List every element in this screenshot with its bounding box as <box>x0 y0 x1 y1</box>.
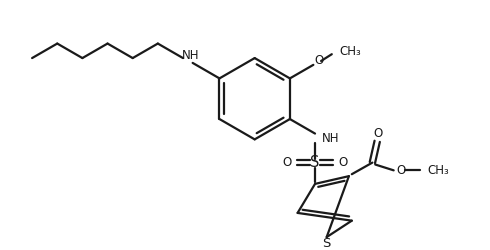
Text: NH: NH <box>322 132 339 145</box>
Text: O: O <box>397 164 406 177</box>
Text: O: O <box>373 127 383 140</box>
Text: CH₃: CH₃ <box>340 45 361 58</box>
Text: O: O <box>315 54 324 66</box>
Text: S: S <box>310 155 319 170</box>
Text: O: O <box>282 156 292 169</box>
Text: S: S <box>322 238 331 250</box>
Text: NH: NH <box>182 49 199 62</box>
Text: O: O <box>339 156 348 169</box>
Text: CH₃: CH₃ <box>428 164 449 177</box>
